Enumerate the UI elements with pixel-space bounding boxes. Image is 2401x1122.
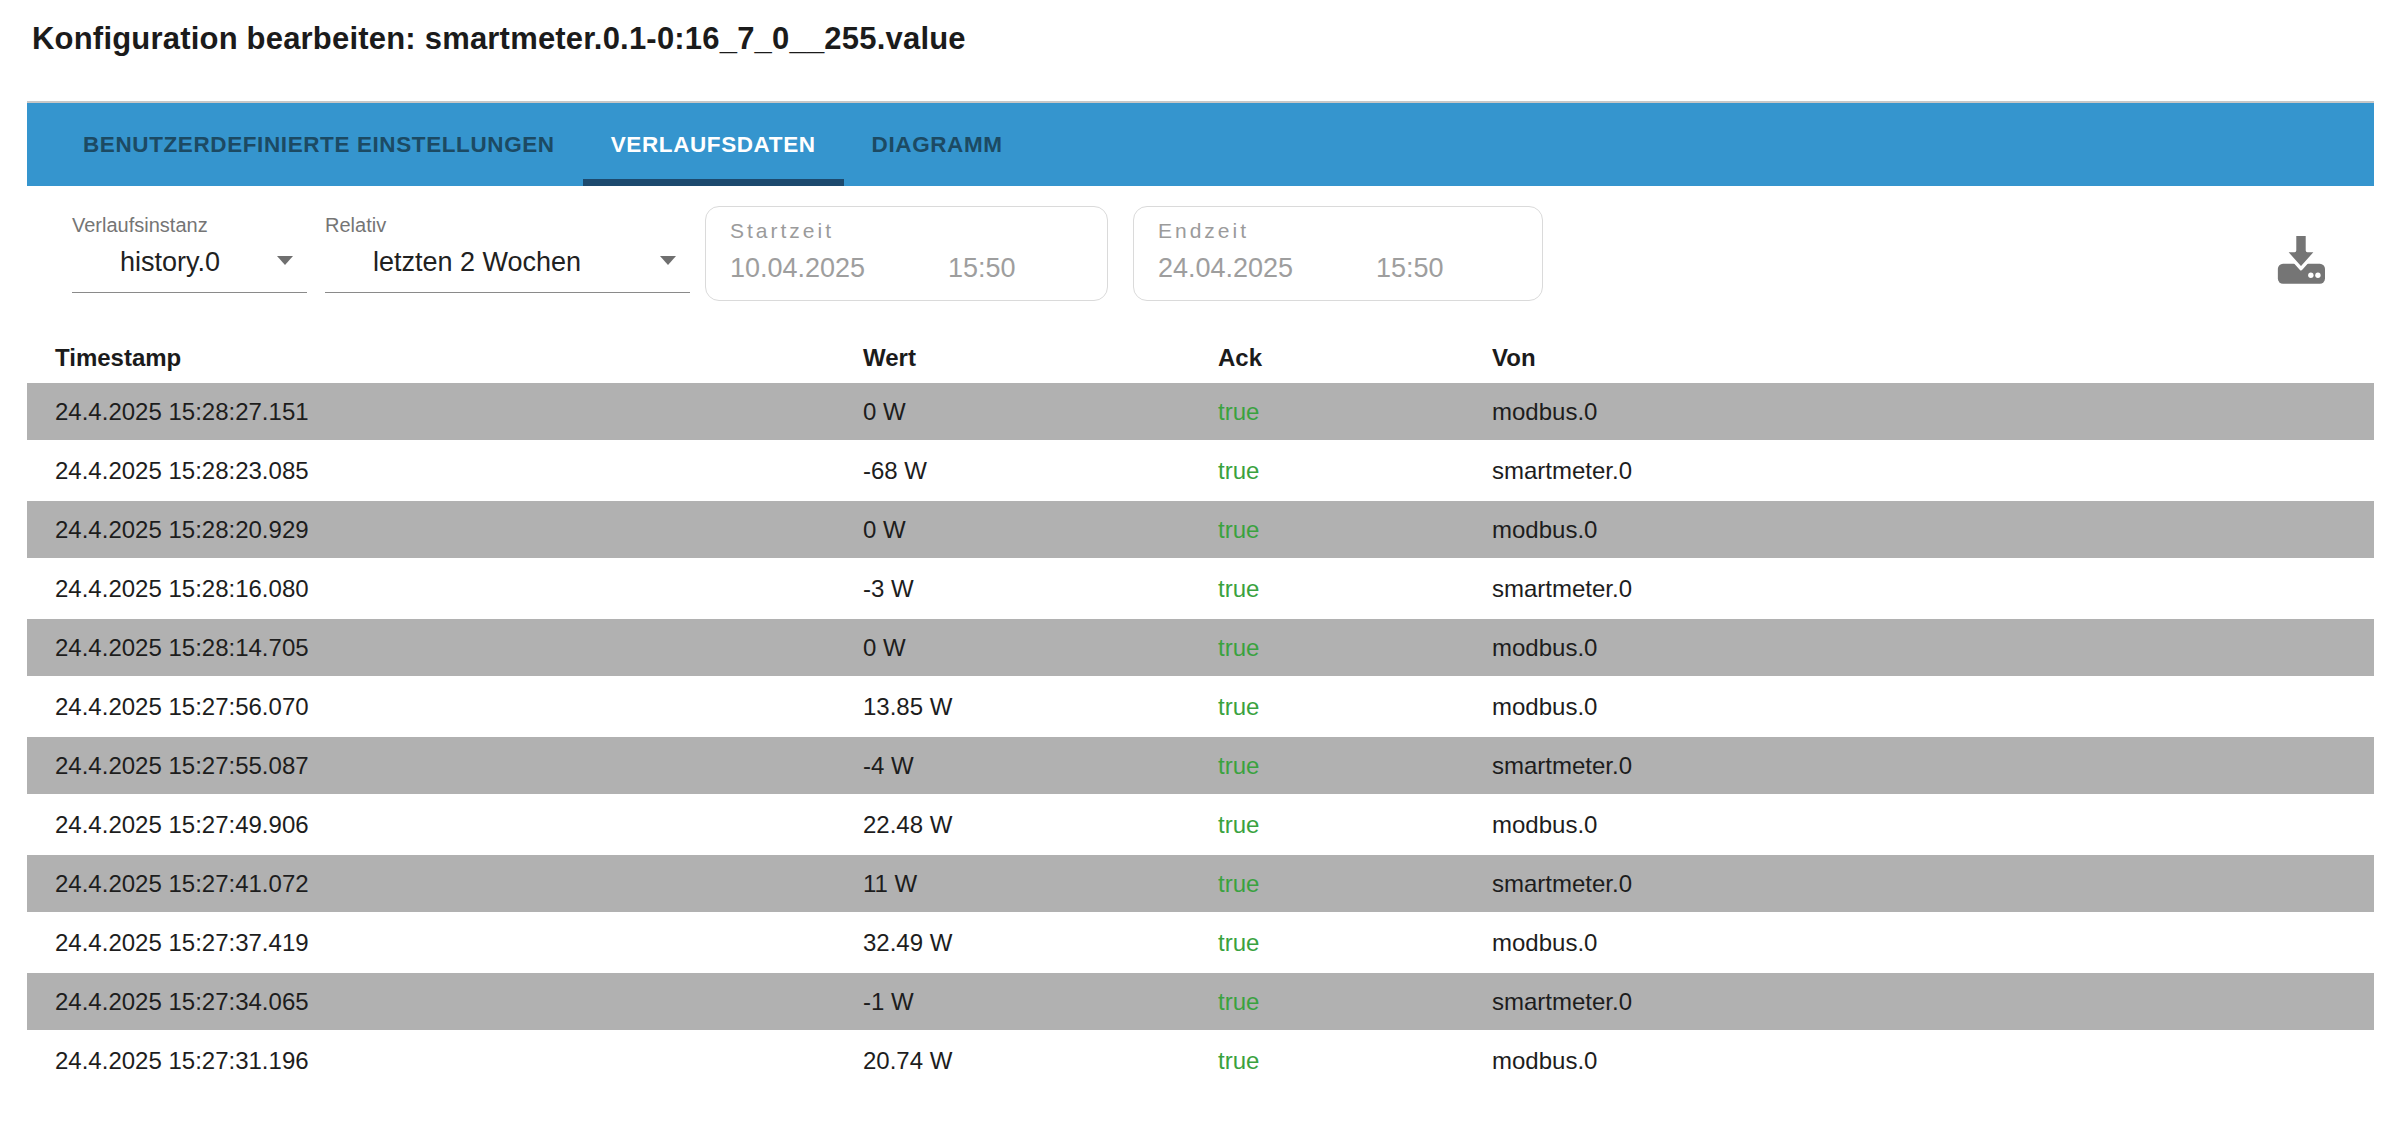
cell-from: modbus.0 (1492, 1031, 2374, 1090)
history-instance-label: Verlaufsinstanz (72, 206, 307, 237)
table-row: 24.4.2025 15:27:34.065-1 Wtruesmartmeter… (27, 972, 2374, 1031)
cell-timestamp: 24.4.2025 15:27:34.065 (27, 972, 863, 1031)
cell-timestamp: 24.4.2025 15:28:27.151 (27, 382, 863, 441)
history-table-body: 24.4.2025 15:28:27.1510 Wtruemodbus.024.… (27, 382, 2374, 1090)
table-row: 24.4.2025 15:27:37.41932.49 Wtruemodbus.… (27, 913, 2374, 972)
relative-range-value: letzten 2 Wochen (373, 247, 581, 277)
cell-value: 22.48 W (863, 795, 1218, 854)
cell-ack: true (1218, 913, 1492, 972)
start-time-field: Startzeit 10.04.2025 15:50 (705, 206, 1108, 301)
cell-timestamp: 24.4.2025 15:27:56.070 (27, 677, 863, 736)
download-button[interactable] (2270, 228, 2332, 290)
chevron-down-icon (277, 256, 293, 265)
table-header-row: Timestamp Wert Ack Von (27, 334, 2374, 382)
history-instance-select[interactable]: Verlaufsinstanz history.0 (72, 206, 307, 293)
cell-value: -1 W (863, 972, 1218, 1031)
config-dialog: Konfiguration bearbeiten: smartmeter.0.1… (0, 0, 2401, 1090)
cell-ack: true (1218, 500, 1492, 559)
cell-value: -4 W (863, 736, 1218, 795)
cell-ack: true (1218, 441, 1492, 500)
cell-timestamp: 24.4.2025 15:28:23.085 (27, 441, 863, 500)
cell-from: modbus.0 (1492, 795, 2374, 854)
cell-ack: true (1218, 559, 1492, 618)
start-time-value: 15:50 (948, 253, 1016, 284)
table-row: 24.4.2025 15:28:23.085-68 Wtruesmartmete… (27, 441, 2374, 500)
cell-timestamp: 24.4.2025 15:27:55.087 (27, 736, 863, 795)
relative-range-select[interactable]: Relativ letzten 2 Wochen (325, 206, 690, 293)
cell-timestamp: 24.4.2025 15:27:49.906 (27, 795, 863, 854)
cell-from: smartmeter.0 (1492, 854, 2374, 913)
start-time-label: Startzeit (730, 219, 1083, 243)
cell-from: modbus.0 (1492, 677, 2374, 736)
tab-diagram[interactable]: DIAGRAMM (844, 103, 1031, 186)
table-row: 24.4.2025 15:28:14.7050 Wtruemodbus.0 (27, 618, 2374, 677)
tab-history-data[interactable]: VERLAUFSDATEN (583, 103, 844, 186)
table-row: 24.4.2025 15:27:55.087-4 Wtruesmartmeter… (27, 736, 2374, 795)
download-icon (2271, 229, 2331, 289)
table-row: 24.4.2025 15:27:31.19620.74 Wtruemodbus.… (27, 1031, 2374, 1090)
cell-ack: true (1218, 618, 1492, 677)
cell-from: modbus.0 (1492, 913, 2374, 972)
cell-ack: true (1218, 795, 1492, 854)
cell-ack: true (1218, 1031, 1492, 1090)
relative-range-label: Relativ (325, 206, 690, 237)
cell-from: smartmeter.0 (1492, 441, 2374, 500)
cell-value: 20.74 W (863, 1031, 1218, 1090)
cell-from: modbus.0 (1492, 618, 2374, 677)
cell-ack: true (1218, 972, 1492, 1031)
end-date-value: 24.04.2025 (1158, 253, 1376, 284)
start-date-value: 10.04.2025 (730, 253, 948, 284)
tab-custom-settings[interactable]: BENUTZERDEFINIERTE EINSTELLUNGEN (55, 103, 583, 186)
end-time-field: Endzeit 24.04.2025 15:50 (1133, 206, 1543, 301)
history-table: Timestamp Wert Ack Von 24.4.2025 15:28:2… (27, 334, 2374, 1090)
cell-value: 32.49 W (863, 913, 1218, 972)
cell-timestamp: 24.4.2025 15:28:16.080 (27, 559, 863, 618)
table-row: 24.4.2025 15:28:16.080-3 Wtruesmartmeter… (27, 559, 2374, 618)
filter-controls: Verlaufsinstanz history.0 Relativ letzte… (27, 206, 2374, 306)
cell-timestamp: 24.4.2025 15:27:31.196 (27, 1031, 863, 1090)
cell-from: smartmeter.0 (1492, 972, 2374, 1031)
cell-value: 0 W (863, 382, 1218, 441)
cell-value: -3 W (863, 559, 1218, 618)
table-row: 24.4.2025 15:27:49.90622.48 Wtruemodbus.… (27, 795, 2374, 854)
cell-value: -68 W (863, 441, 1218, 500)
column-header-wert: Wert (863, 334, 1218, 382)
cell-from: modbus.0 (1492, 500, 2374, 559)
tab-bar: BENUTZERDEFINIERTE EINSTELLUNGEN VERLAUF… (27, 103, 2374, 186)
cell-timestamp: 24.4.2025 15:27:37.419 (27, 913, 863, 972)
table-row: 24.4.2025 15:27:41.07211 Wtruesmartmeter… (27, 854, 2374, 913)
cell-value: 0 W (863, 618, 1218, 677)
cell-ack: true (1218, 736, 1492, 795)
cell-from: modbus.0 (1492, 382, 2374, 441)
cell-from: smartmeter.0 (1492, 559, 2374, 618)
column-header-von: Von (1492, 334, 2374, 382)
end-time-label: Endzeit (1158, 219, 1518, 243)
chevron-down-icon (660, 256, 676, 265)
cell-timestamp: 24.4.2025 15:28:14.705 (27, 618, 863, 677)
table-row: 24.4.2025 15:28:27.1510 Wtruemodbus.0 (27, 382, 2374, 441)
cell-ack: true (1218, 677, 1492, 736)
column-header-ack: Ack (1218, 334, 1492, 382)
cell-ack: true (1218, 854, 1492, 913)
end-time-value: 15:50 (1376, 253, 1444, 284)
cell-from: smartmeter.0 (1492, 736, 2374, 795)
cell-timestamp: 24.4.2025 15:28:20.929 (27, 500, 863, 559)
page-title: Konfiguration bearbeiten: smartmeter.0.1… (27, 0, 2374, 57)
cell-value: 13.85 W (863, 677, 1218, 736)
cell-value: 0 W (863, 500, 1218, 559)
cell-timestamp: 24.4.2025 15:27:41.072 (27, 854, 863, 913)
column-header-timestamp: Timestamp (27, 334, 863, 382)
history-instance-value: history.0 (120, 247, 220, 277)
cell-ack: true (1218, 382, 1492, 441)
table-row: 24.4.2025 15:27:56.07013.85 Wtruemodbus.… (27, 677, 2374, 736)
cell-value: 11 W (863, 854, 1218, 913)
table-row: 24.4.2025 15:28:20.9290 Wtruemodbus.0 (27, 500, 2374, 559)
